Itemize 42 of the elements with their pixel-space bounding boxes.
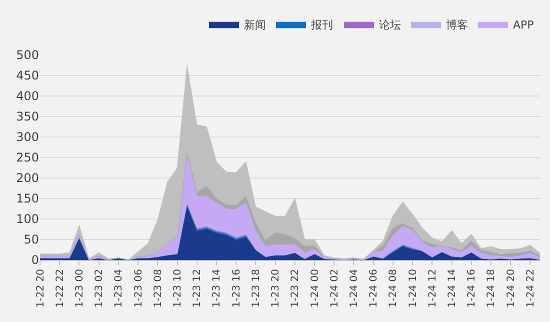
x-tick-label: 1-24 04: [348, 269, 360, 308]
x-tick-label: 1-24 10: [408, 269, 419, 308]
legend-label: 报刊: [310, 18, 333, 32]
x-tick-label: 1-24 02: [329, 269, 340, 308]
y-tick-label: 0: [31, 253, 39, 268]
legend-label: 论坛: [379, 18, 401, 32]
x-tick-label: 1-23 16: [231, 269, 242, 308]
x-tick-label: 1-23 12: [192, 269, 204, 308]
x-tick-label: 1-23 20: [270, 269, 282, 308]
x-tick-label: 1-23 04: [114, 269, 125, 308]
y-tick-label: 50: [24, 232, 39, 247]
y-tick-label: 150: [16, 192, 39, 206]
x-tick-label: 1-24 00: [310, 269, 321, 308]
x-tick-label: 1-23 14: [212, 269, 223, 308]
y-tick-label: 250: [16, 150, 39, 165]
y-tick-label: 500: [16, 48, 39, 62]
x-tick-label: 1-24 18: [486, 269, 498, 308]
legend-label: 新闻: [244, 18, 266, 32]
legend-label: APP: [513, 18, 534, 32]
x-tick-label: 1-23 02: [94, 269, 106, 308]
y-tick-label: 450: [16, 68, 39, 83]
y-tick-label: 100: [16, 212, 39, 226]
x-tick-label: 1-23 18: [250, 269, 262, 308]
y-tick-label: 400: [16, 89, 39, 104]
x-tick-label: 1-24 06: [368, 269, 380, 308]
y-tick-label: 300: [16, 130, 39, 144]
x-tick-label: 1-23 08: [152, 269, 164, 308]
y-tick-label: 200: [16, 171, 39, 186]
x-tick-label: 1-24 12: [427, 269, 438, 308]
legend-label: 博客: [446, 18, 468, 32]
x-tick-label: 1-24 22: [525, 269, 536, 308]
x-tick-label: 1-23 10: [172, 269, 184, 308]
x-tick-label: 1-22 22: [54, 269, 66, 308]
x-tick-label: 1-23 06: [133, 269, 144, 308]
x-tick-label: 1-24 08: [388, 269, 400, 308]
x-tick-label: 1-22 20: [35, 269, 46, 308]
x-tick-label: 1-24 16: [466, 269, 478, 308]
x-tick-label: 1-24 20: [506, 269, 517, 308]
y-tick-label: 350: [16, 110, 39, 124]
x-tick-label: 1-23 22: [290, 269, 302, 308]
x-tick-label: 1-24 14: [447, 269, 458, 308]
x-tick-label: 1-23 00: [74, 269, 86, 308]
